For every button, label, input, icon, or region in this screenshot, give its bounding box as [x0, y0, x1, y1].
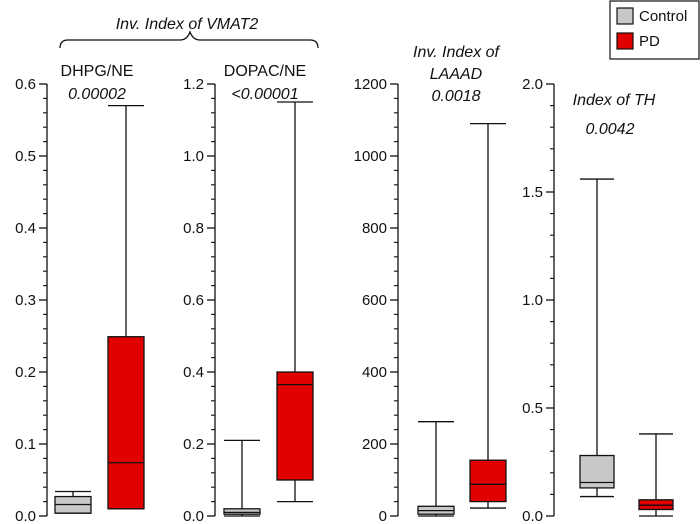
panel-3-tick-label: 1000 — [354, 148, 387, 165]
panel-4-p-value: 0.0042 — [586, 121, 635, 138]
group-bracket — [59, 30, 319, 49]
panel-4-tick-label: 1.5 — [522, 184, 543, 201]
panel-1-tick-label: 0.6 — [15, 76, 36, 93]
panel-2-title: DOPAC/NE — [224, 63, 306, 80]
panel-3-tick-label: 200 — [362, 436, 387, 453]
panel-1-tick-label: 0.4 — [15, 220, 36, 237]
panel-3-tick-label: 400 — [362, 364, 387, 381]
legend-label-control: Control — [639, 8, 687, 25]
panel-1-pd-box — [107, 336, 145, 510]
panel-2-p-value: <0.00001 — [231, 86, 298, 103]
panel-3-tick-label: 800 — [362, 220, 387, 237]
panel-4-tick-label: 0.0 — [522, 508, 543, 524]
panel-2-tick-label: 1.0 — [183, 148, 204, 165]
panel-3-tick-label: 0 — [379, 508, 387, 524]
panel-2: 0.0 0.2 0.4 0.6 0.8 1.0 1.2 — [183, 76, 314, 524]
panel-3-pd-box — [469, 459, 507, 503]
panel-4: 0.0 0.5 1.0 1.5 2.0 — [522, 76, 674, 524]
panel-2-tick-label: 0.2 — [183, 436, 204, 453]
panel-3-title-line-2: LAAAD — [430, 66, 483, 83]
panel-2-pd-box — [276, 371, 314, 481]
panel-3: 0 200 400 600 800 1000 1200 — [354, 76, 507, 524]
legend-frame — [609, 0, 700, 60]
panel-1-p-value: 0.00002 — [68, 86, 126, 103]
legend-label-pd: PD — [639, 33, 660, 50]
panel-2-control-box — [223, 508, 261, 515]
panel-3-tick-label: 600 — [362, 292, 387, 309]
panel-2-tick-label: 1.2 — [183, 76, 204, 93]
panel-4-tick-label: 2.0 — [522, 76, 543, 93]
panel-3-tick-label: 1200 — [354, 76, 387, 93]
panel-1-tick-label: 0.3 — [15, 292, 36, 309]
panel-3-p-value: 0.0018 — [432, 88, 481, 105]
panel-1: 0.0 0.1 0.2 0.3 0.4 0.5 0.6 — [15, 76, 145, 524]
panel-1-tick-label: 0.5 — [15, 148, 36, 165]
panel-1-tick-label: 0.2 — [15, 364, 36, 381]
panel-2-tick-label: 0.4 — [183, 364, 204, 381]
panel-2-tick-label: 0.6 — [183, 292, 204, 309]
panel-2-tick-label: 0.8 — [183, 220, 204, 237]
legend-swatch-control — [616, 7, 634, 25]
panel-4-tick-label: 1.0 — [522, 292, 543, 309]
panel-4-tick-label: 0.5 — [522, 400, 543, 417]
panel-4-title: Index of TH — [573, 92, 656, 109]
panel-3-title-line-1: Inv. Index of — [413, 44, 501, 61]
group-title: Inv. Index of VMAT2 — [116, 16, 259, 33]
chart-panels: 0.0 0.1 0.2 0.3 0.4 0.5 0.6 0.0 0.2 0.4 0.6 0.8 1.0 1… — [15, 76, 674, 524]
panel-2-tick-label: 0.0 — [183, 508, 204, 524]
panel-1-tick-label: 0.1 — [15, 436, 36, 453]
panel-1-title: DHPG/NE — [61, 63, 134, 80]
legend-swatch-pd — [616, 32, 634, 50]
panel-1-tick-label: 0.0 — [15, 508, 36, 524]
legend: Control PD — [609, 0, 700, 60]
